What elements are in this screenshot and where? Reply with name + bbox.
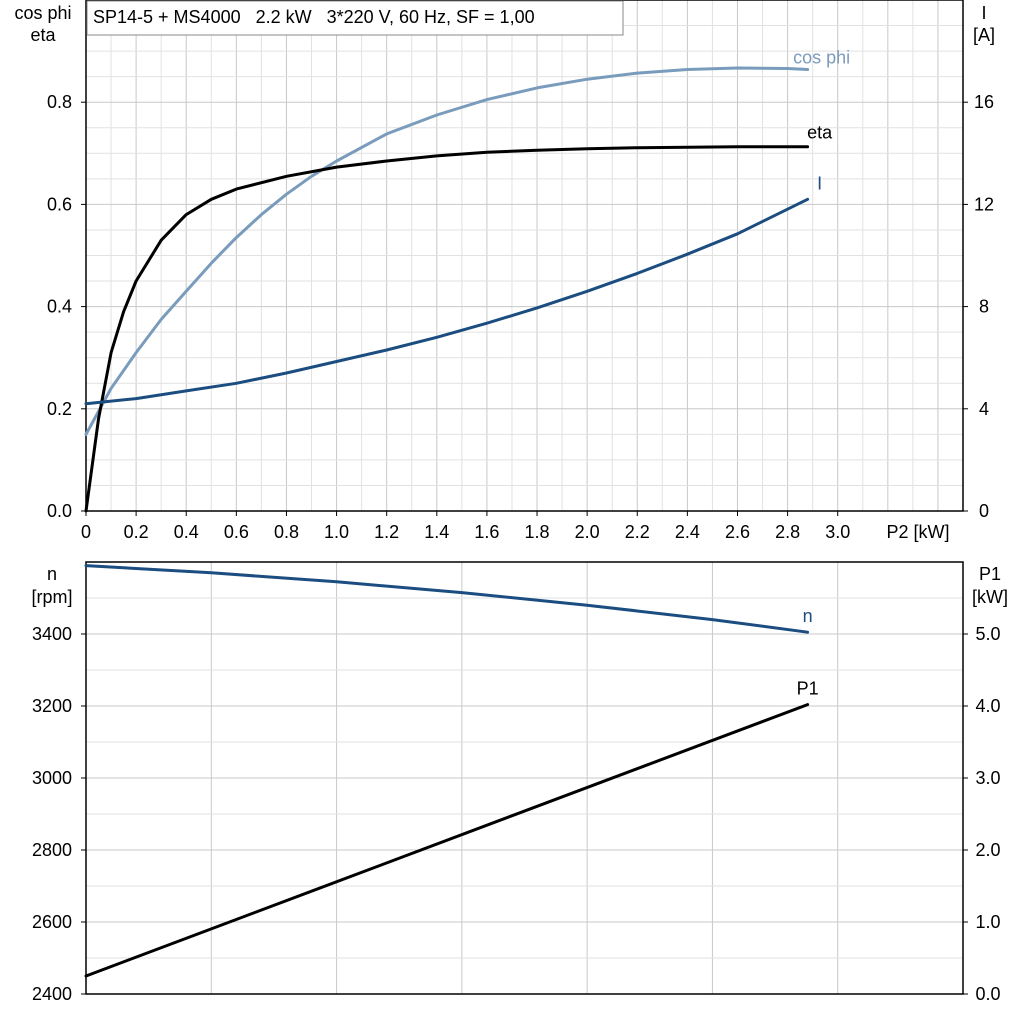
top-right-tick-0: 0 <box>979 501 989 521</box>
bottom-series-labels: n P1 <box>797 606 819 698</box>
series-cos-phi-line <box>84 66 810 436</box>
top-x-tick-0: 0 <box>81 522 91 542</box>
top-series <box>84 66 810 513</box>
header-box: SP14-5 + MS4000 2.2 kW 3*220 V, 60 Hz, S… <box>86 0 624 36</box>
series-cos-phi-label: cos phi <box>793 47 850 67</box>
bottom-right-tick-5-0: 5.0 <box>975 624 1000 644</box>
top-left-tick-0-2: 0.2 <box>47 399 72 419</box>
series-p1-line <box>84 703 810 978</box>
top-series-labels: cos phi eta I <box>793 47 850 193</box>
bottom-left-axis-title-line2: [rpm] <box>31 587 72 607</box>
top-x-tick-2-6: 2.6 <box>725 522 750 542</box>
top-right-tick-12: 12 <box>974 194 994 214</box>
top-x-tick-2-0: 2.0 <box>575 522 600 542</box>
top-x-tick-0-2: 0.2 <box>124 522 149 542</box>
top-x-tick-1-6: 1.6 <box>474 522 499 542</box>
top-x-tick-2-2: 2.2 <box>625 522 650 542</box>
header-frame <box>86 0 624 36</box>
top-x-axis-title: P2 [kW] <box>886 522 949 542</box>
bottom-left-tick-3000: 3000 <box>32 768 72 788</box>
top-x-tick-1-2: 1.2 <box>374 522 399 542</box>
top-left-tick-0-6: 0.6 <box>47 194 72 214</box>
bottom-left-tick-labels: 2400 2600 2800 3000 3200 3400 <box>32 624 86 1004</box>
top-x-tick-1-8: 1.8 <box>525 522 550 542</box>
bottom-right-tick-0-0: 0.0 <box>975 984 1000 1004</box>
top-right-axis-title-line2: [A] <box>973 25 995 45</box>
series-eta-line <box>84 145 810 513</box>
top-left-tick-0-8: 0.8 <box>47 92 72 112</box>
bottom-series <box>84 564 810 978</box>
bottom-left-axis-title-line1: n <box>47 564 57 584</box>
top-x-tick-0-4: 0.4 <box>174 522 199 542</box>
bottom-right-tick-4-0: 4.0 <box>975 696 1000 716</box>
bottom-left-tick-3200: 3200 <box>32 696 72 716</box>
top-grid <box>86 0 963 511</box>
top-x-tick-3-0: 3.0 <box>825 522 850 542</box>
top-right-axis-title-line1: I <box>981 3 986 23</box>
top-left-tick-0-4: 0.4 <box>47 297 72 317</box>
bottom-right-tick-2-0: 2.0 <box>975 840 1000 860</box>
top-x-tick-0-6: 0.6 <box>224 522 249 542</box>
top-right-tick-4: 4 <box>979 399 989 419</box>
bottom-left-tick-2400: 2400 <box>32 984 72 1004</box>
bottom-right-axis-title-line1: P1 <box>979 564 1001 584</box>
top-x-tick-labels: 0 0.2 0.4 0.6 0.8 1.0 1.2 1.4 1.6 1.8 2.0 2.2 2.4 2.6… <box>81 511 850 542</box>
bottom-left-tick-2600: 2600 <box>32 912 72 932</box>
top-left-axis-title-line2: eta <box>30 25 56 45</box>
bottom-left-tick-3400: 3400 <box>32 624 72 644</box>
bottom-right-axis-title-line2: [kW] <box>972 587 1008 607</box>
top-right-tick-16: 16 <box>974 92 994 112</box>
top-x-tick-1-4: 1.4 <box>424 522 449 542</box>
top-left-axis-title-line1: cos phi <box>14 3 71 23</box>
top-x-tick-2-4: 2.4 <box>675 522 700 542</box>
bottom-left-tick-2800: 2800 <box>32 840 72 860</box>
top-x-tick-1-0: 1.0 <box>324 522 349 542</box>
series-eta-label: eta <box>807 123 833 143</box>
series-n-line <box>84 564 810 634</box>
bottom-panel: 2400 2600 2800 3000 3200 3400 0.0 1.0 2.0 3.0 4.0… <box>31 561 1008 1004</box>
top-panel: 0 0.2 0.4 0.6 0.8 1.0 1.2 1.4 1.6 1.8 2.0 2.2 2.4 2.6… <box>14 0 995 542</box>
top-right-tick-labels: 0 4 8 12 16 <box>963 92 994 521</box>
top-right-tick-8: 8 <box>979 297 989 317</box>
top-x-tick-2-8: 2.8 <box>775 522 800 542</box>
top-x-tick-0-8: 0.8 <box>274 522 299 542</box>
series-p1-label: P1 <box>797 679 819 699</box>
top-left-tick-labels: 0.0 0.2 0.4 0.6 0.8 <box>47 92 86 521</box>
series-i-label: I <box>817 173 822 193</box>
bottom-right-tick-labels: 0.0 1.0 2.0 3.0 4.0 5.0 <box>963 624 1001 1004</box>
series-n-label: n <box>803 606 813 626</box>
top-left-tick-0-0: 0.0 <box>47 501 72 521</box>
top-plot-frame <box>85 0 964 512</box>
bottom-right-tick-3-0: 3.0 <box>975 768 1000 788</box>
bottom-right-tick-1-0: 1.0 <box>975 912 1000 932</box>
series-i-line <box>84 197 810 406</box>
chart-header-title: SP14-5 + MS4000 2.2 kW 3*220 V, 60 Hz, S… <box>93 7 535 27</box>
